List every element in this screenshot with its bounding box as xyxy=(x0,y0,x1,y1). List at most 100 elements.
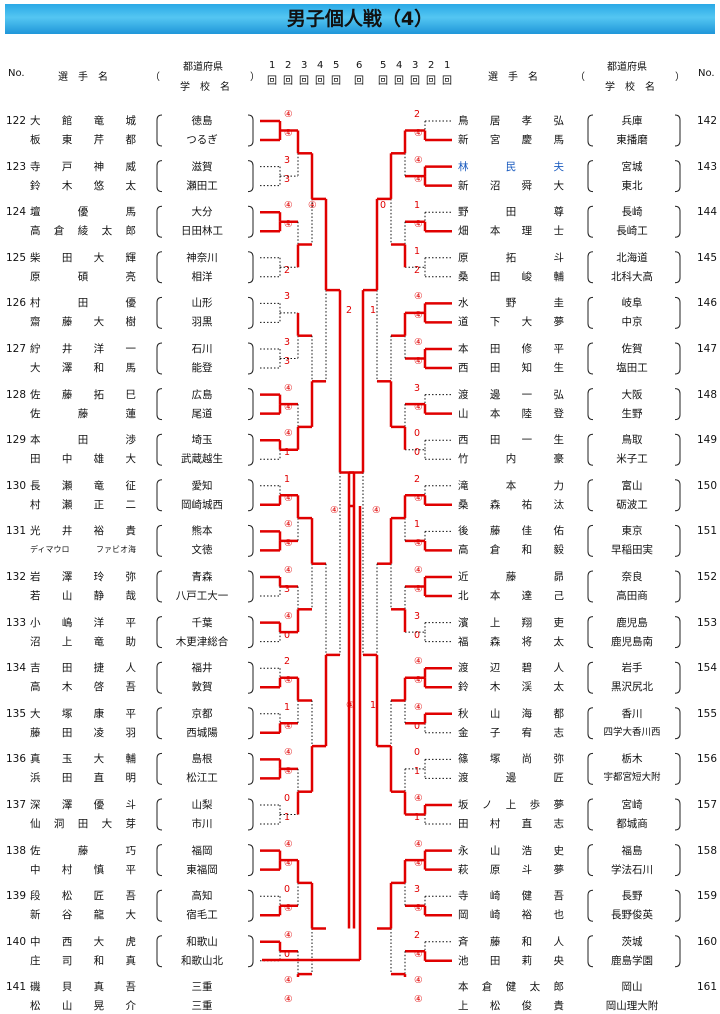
player-name: 長瀬竜征 xyxy=(30,479,136,492)
score: ④ xyxy=(284,492,293,504)
entry-number: 136 xyxy=(6,753,27,766)
entry-number: 140 xyxy=(6,935,27,948)
score: ④ xyxy=(284,219,293,231)
player-name: 後藤佳佑 xyxy=(458,525,564,538)
entry-number: 125 xyxy=(6,251,27,264)
score: ④ xyxy=(414,356,423,367)
score: ④ xyxy=(284,994,293,1006)
header-no-right: No. xyxy=(698,68,715,79)
entry-number: 127 xyxy=(6,343,27,355)
player-name: 渡邊一弘 xyxy=(458,388,564,401)
affiliation-bracket xyxy=(247,844,254,877)
affiliation: 宿毛工 xyxy=(186,909,218,922)
affiliation: 富山 xyxy=(621,479,643,492)
affiliation: 岡山 xyxy=(621,981,643,994)
score: ④ xyxy=(414,310,423,322)
score: 3 xyxy=(414,884,421,896)
affiliation: 青森 xyxy=(191,571,213,583)
affiliation-bracket xyxy=(156,798,163,831)
score: ④ xyxy=(414,128,423,139)
affiliation-bracket xyxy=(247,388,254,421)
score: 3 xyxy=(284,154,291,166)
score: 0 xyxy=(284,948,291,960)
player-name: 鈴木悠太 xyxy=(30,179,136,192)
bracket-lines xyxy=(156,114,681,977)
round-left-2: 2 xyxy=(285,60,292,71)
entry-number: 144 xyxy=(697,206,718,219)
entry-number: 161 xyxy=(697,981,718,994)
player-name: 沼上竜助 xyxy=(30,635,136,648)
entry-number: 138 xyxy=(6,844,27,857)
affiliation: 武蔵越生 xyxy=(181,453,223,466)
player-name: 板東芹都 xyxy=(30,134,136,146)
affiliation: 京都 xyxy=(191,707,213,720)
player-name: 本田修平 xyxy=(458,343,564,355)
affiliation: 早稲田実 xyxy=(611,544,653,557)
affiliation: 学法石川 xyxy=(611,863,653,876)
round-score: 0 xyxy=(380,200,387,211)
header-paren-close-right: ） xyxy=(675,72,685,83)
affiliation-bracket xyxy=(247,707,254,740)
header-pref-left: 都道府県 xyxy=(183,62,223,73)
entry-number: 151 xyxy=(697,525,718,538)
score: ④ xyxy=(284,675,293,687)
affiliation: 和歌山 xyxy=(186,935,218,948)
player-name: 原碩亮 xyxy=(30,270,136,283)
header-pref-right: 都道府県 xyxy=(607,62,647,73)
affiliation: 米子工 xyxy=(616,453,648,466)
round-kai: 回 xyxy=(331,76,341,87)
affiliation: 徳島 xyxy=(191,115,213,127)
header-player-left: 選 手 名 xyxy=(58,72,108,83)
affiliation-bracket xyxy=(156,433,163,466)
affiliation: 四学大香川西 xyxy=(603,726,661,738)
player-name: 高倉綾太郎 xyxy=(30,225,136,238)
player-name: 北本達己 xyxy=(458,590,564,602)
player-name: 浜田直明 xyxy=(30,772,136,785)
score: ④ xyxy=(414,975,423,987)
affiliation: 岡山理大附 xyxy=(605,1000,659,1013)
round-right-2: 2 xyxy=(428,60,435,71)
affiliation: 都城商 xyxy=(616,818,648,830)
header-paren-open-right: （ xyxy=(575,72,585,83)
player-name: 金子宥志 xyxy=(458,726,564,739)
entry-number: 137 xyxy=(6,799,27,811)
round-kai: 回 xyxy=(378,76,388,87)
player-name: 福森将太 xyxy=(458,635,564,648)
round-left-5: 5 xyxy=(333,60,340,71)
score: 0 xyxy=(284,629,291,641)
affiliation: 山梨 xyxy=(191,799,213,811)
affiliation-bracket xyxy=(247,752,254,785)
player-name: 道下大夢 xyxy=(458,316,564,329)
affiliation-bracket xyxy=(674,616,681,649)
player-name: 竹内豪 xyxy=(458,453,564,466)
entry-number: 126 xyxy=(6,297,27,310)
affiliation: 東福岡 xyxy=(186,863,218,876)
affiliation: 羽黒 xyxy=(191,316,213,329)
affiliation-bracket xyxy=(156,661,163,694)
player-name: 寺崎健吾 xyxy=(458,890,564,903)
score: 1 xyxy=(284,473,291,485)
player-name: 原拓斗 xyxy=(458,251,564,264)
affiliation-bracket xyxy=(587,342,594,375)
player-name: 萩原斗夢 xyxy=(458,863,564,876)
score: ④ xyxy=(284,200,293,212)
round-score: ④ xyxy=(308,200,317,211)
affiliation-bracket xyxy=(674,889,681,922)
player-name: 真玉大輔 xyxy=(30,753,136,766)
round-kai: 回 xyxy=(354,76,364,87)
score: ④ xyxy=(284,565,293,576)
score: ④ xyxy=(414,656,423,668)
affiliation-bracket xyxy=(247,935,254,968)
player-name: 斉藤和人 xyxy=(458,935,564,948)
score: ④ xyxy=(414,291,423,303)
header-player-right: 選 手 名 xyxy=(488,72,538,83)
player-name: 齋藤大樹 xyxy=(30,316,136,329)
entry-number: 133 xyxy=(6,616,27,629)
affiliation-bracket xyxy=(587,479,594,512)
affiliation: 西城陽 xyxy=(186,726,218,739)
entry-number: 146 xyxy=(697,297,718,310)
round-score: 2 xyxy=(346,305,353,316)
affiliation: 香川 xyxy=(621,707,643,720)
score: ④ xyxy=(414,675,423,687)
affiliation: 鹿児島 xyxy=(616,616,648,629)
